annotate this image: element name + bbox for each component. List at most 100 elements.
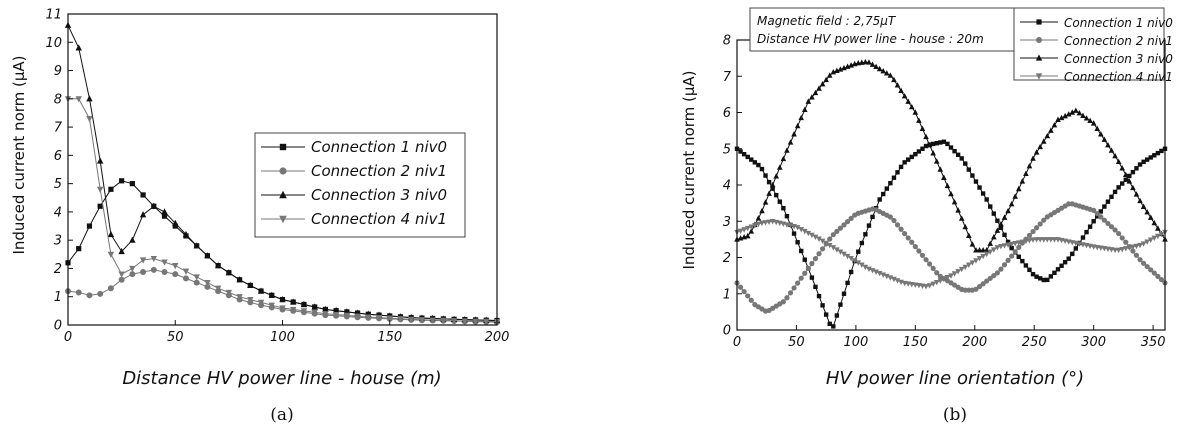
plot-a-series-1-point-3 <box>97 203 103 209</box>
plot-b-series-2-point-51 <box>916 248 922 254</box>
plot-b-series-2-point-44 <box>891 217 897 224</box>
plot-b-series-3-point-82 <box>1026 162 1033 169</box>
plot-b-series-1-point-4 <box>749 157 754 162</box>
plot-a-series-4-point-13 <box>204 279 211 287</box>
plot-b-series-1-point-84 <box>1034 274 1039 279</box>
plot-b-series-1-point-53 <box>923 143 929 149</box>
plot-b-series-1-point-6 <box>756 162 761 168</box>
plot-b-marks <box>734 58 1168 329</box>
plot-b-series-3-point-96 <box>1076 110 1083 116</box>
plot-b-series-2-point-30 <box>841 222 847 228</box>
plot-b-series-4-point-35 <box>859 262 865 268</box>
plot-b-series-3-point-102 <box>1098 131 1104 137</box>
plot-b-legend: Connection 1 niv0 Connection 2 niv1 Connec… <box>1013 7 1173 84</box>
plot-b-series-1-point-94 <box>1070 251 1075 257</box>
plot-b-series-1-point-50 <box>913 151 918 157</box>
plot-b-series-2-point-46 <box>898 226 904 232</box>
plot-a-series-2-point-10 <box>172 271 179 278</box>
plot-b-series-2-point-56 <box>934 270 940 276</box>
plot-b-series-3-point-21 <box>809 94 815 100</box>
plot-b-series-1-point-13 <box>781 206 786 211</box>
plot-b-series-3-point-3 <box>744 232 751 239</box>
plot-b-series-2-point-53 <box>923 257 929 263</box>
plot-b-series-2-point-26 <box>827 236 833 242</box>
plot-b-x-tick-label-1: 50 <box>788 335 805 350</box>
plot-b-series-1-point-101 <box>1095 214 1100 219</box>
plot-b-series-1-point-34 <box>856 249 861 254</box>
plot-b-series-3-point-16 <box>791 131 797 137</box>
plot-b-series-4-point-66 <box>969 260 976 266</box>
plot-b-series-1-point-70 <box>984 197 989 202</box>
plot-a-y-axis-label: Induced current norm (μA) <box>10 55 28 254</box>
plot-b-series-3-point-18 <box>798 114 804 121</box>
plot-b-series-2-point-28 <box>834 228 840 234</box>
plot-b-series-4-point-58 <box>941 276 947 283</box>
plot-b-x-tick-label-7: 350 <box>1141 335 1166 350</box>
plot-b-series-3-point-81 <box>1023 170 1029 176</box>
plot-b-series-1-point-25 <box>823 312 829 317</box>
plot-b-series-3-point-38 <box>869 61 876 67</box>
plot-b-series-2-point-70 <box>984 278 990 284</box>
plot-b-series-3-point-116 <box>1147 214 1154 220</box>
plot-a-series-2-point-5 <box>118 276 125 283</box>
plot-b-series-3-point-64 <box>962 223 969 230</box>
plot-b-series-1-point-93 <box>1066 256 1071 261</box>
plot-b-series-3-point-97 <box>1080 112 1086 118</box>
plot-b-series-3-point-89 <box>1051 121 1058 128</box>
plot-a-y-tick-label-3: 3 <box>54 234 62 249</box>
plot-b-series-3-point-60 <box>948 190 954 197</box>
plot-b-series-4-point-59 <box>944 275 951 281</box>
plot-b-series-1-point-43 <box>888 180 893 186</box>
plot-b-series-2 <box>734 201 1168 314</box>
plot-b-series-4-point-117 <box>1151 235 1158 242</box>
plot-b-series-4-point-24 <box>819 238 826 245</box>
plot-b-series-1-point-68 <box>977 185 982 190</box>
plot-a-y-ticks: 0 1 2 3 4 5 6 7 8 9 10 11 <box>45 8 73 334</box>
plot-a-series-2-point-6 <box>129 271 136 278</box>
plot-b-series-4-point-111 <box>1130 244 1136 250</box>
plot-a-y-tick-label-0: 0 <box>54 319 62 334</box>
plot-b-series-1-point-49 <box>909 154 914 160</box>
plot-a-series-4-point-1 <box>75 96 82 103</box>
plot-a-series-3-point-14 <box>214 262 222 269</box>
plot-b-series-2-point-2 <box>741 288 747 295</box>
plot-b-series-3-point-50 <box>912 109 919 115</box>
plot-b-series-3-point-42 <box>884 70 890 76</box>
plot-b-series-3-point-71 <box>987 240 994 246</box>
plot-a-series-3-point-1 <box>75 44 82 51</box>
plot-a-series-3-point-19 <box>268 291 275 298</box>
plot-b-series-2-point-68 <box>976 283 983 290</box>
plot-b-series-2-point-118 <box>1155 273 1161 279</box>
plot-a-legend-box <box>254 132 466 238</box>
plot-b-y-tick-label-7: 7 <box>723 70 732 85</box>
plot-b-series-2-point-107 <box>1116 230 1122 237</box>
plot-b-legend-marker-1-point-0 <box>1036 19 1042 25</box>
plot-a-legend: Connection 1 niv0 Connection 2 niv1 Connec… <box>254 132 466 238</box>
plot-b-series-4-point-114 <box>1140 241 1147 247</box>
plot-b-series-3-point-78 <box>1012 193 1018 199</box>
plot-b-series-3-point-86 <box>1040 138 1047 144</box>
plot-a-series-4-point-31 <box>397 316 404 323</box>
plot-b-series-1-point-12 <box>777 199 782 204</box>
plot-b-series-3-point-104 <box>1105 141 1111 148</box>
plot-b-series-4-point-57 <box>937 278 944 284</box>
plot-b-series-1-point-119 <box>1159 148 1164 154</box>
plot-b-series-1-point-37 <box>866 223 872 228</box>
plot-b-series-3-point-56 <box>933 158 940 164</box>
plot-b-y-tick-label-2: 2 <box>723 251 731 266</box>
plot-b-series-1-point-52 <box>920 146 925 151</box>
plot-b-series-3-point-110 <box>1126 178 1133 184</box>
plot-b-series-2-point-111 <box>1130 248 1136 254</box>
plot-b-series-1-point-65 <box>966 167 972 172</box>
plot-a-series-4-point-21 <box>290 306 297 314</box>
plot-b-series-3-point-46 <box>898 87 904 93</box>
plot-b-series-2-point-47 <box>902 230 908 237</box>
plot-a-series-4-point-19 <box>268 302 275 309</box>
plot-b-series-4-point-86 <box>1040 237 1047 243</box>
plot-b-series-1-point-9 <box>766 179 772 185</box>
plot-b-series-1-point-97 <box>1080 235 1086 240</box>
plot-b-series-3-point-59 <box>944 182 951 189</box>
plot-b-series-1-point-11 <box>774 192 779 198</box>
plot-b-series-4-point-61 <box>951 271 958 277</box>
